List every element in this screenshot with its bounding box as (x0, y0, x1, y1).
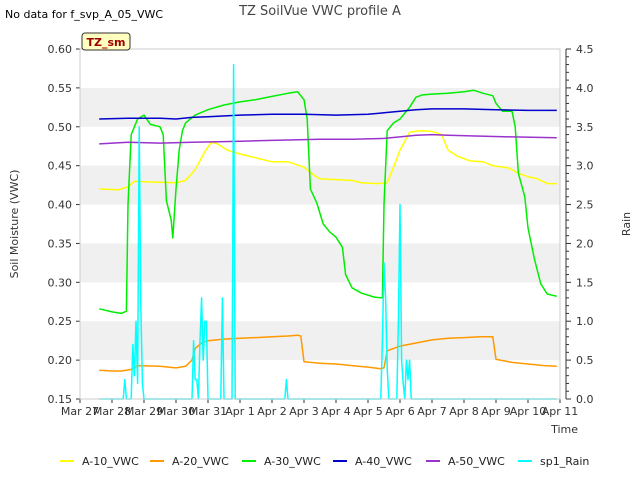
x-tick-label: Apr 5 (353, 405, 383, 418)
legend-item: A-40_VWC (333, 452, 412, 470)
y2-tick-label: 3.0 (576, 160, 594, 173)
y2-tick-label: 3.5 (576, 121, 594, 134)
y-axis-ticks: 0.15 0.20 0.25 0.30 0.35 0.40 0.45 0.50 0.55 0.60 (48, 43, 80, 406)
legend-swatch (242, 460, 256, 462)
x-tick-label: Apr 4 (321, 405, 351, 418)
y-tick-label: 0.25 (48, 315, 73, 328)
x-tick-label: Mar 29 (125, 405, 163, 418)
badge-label: TZ_sm (87, 36, 126, 49)
legend-item: sp1_Rain (518, 452, 589, 470)
x-tick-label: Apr 6 (385, 405, 415, 418)
legend-swatch (150, 460, 164, 462)
series-line-a-10-vwc (99, 129, 557, 191)
series-lines (99, 63, 557, 400)
y2-axis-ticks: 0.0 0.5 1.0 1.5 2.0 2.5 3.0 3.5 4.0 4.5 (565, 43, 594, 406)
y-tick-label: 0.50 (48, 121, 73, 134)
legend-label: A-10_VWC (82, 454, 139, 468)
series-line-sp1-rain (99, 63, 557, 400)
x-tick-label: Apr 3 (289, 405, 319, 418)
y2-tick-label: 1.0 (576, 315, 594, 328)
y2-tick-label: 2.0 (576, 237, 594, 250)
x-tick-label: Apr 2 (257, 405, 287, 418)
legend-item: A-10_VWC (60, 452, 139, 470)
legend-label: sp1_Rain (540, 454, 590, 468)
y-tick-label: 0.35 (48, 237, 73, 250)
x-tick-label: Mar 31 (189, 405, 227, 418)
x-tick-label: Apr 1 (225, 405, 255, 418)
series-line-a-30-vwc (99, 89, 557, 315)
x-tick-label: Apr 9 (481, 405, 511, 418)
legend-item: A-50_VWC (426, 452, 505, 470)
legend-label: A-50_VWC (448, 454, 505, 468)
x-axis-label: Time (550, 423, 578, 436)
legend-swatch (426, 460, 440, 462)
y-tick-label: 0.15 (48, 393, 73, 406)
series-line-a-40-vwc (99, 108, 557, 120)
x-tick-label: Mar 27 (61, 405, 99, 418)
x-tick-label: Apr 10 (510, 405, 547, 418)
grid-band (80, 243, 560, 283)
legend-swatch (60, 460, 74, 462)
y2-tick-label: 4.5 (576, 43, 594, 56)
tz-sm-badge: TZ_sm (81, 32, 131, 51)
y2-tick-label: 0.5 (576, 354, 594, 367)
grid-bands (80, 49, 560, 399)
y-tick-label: 0.20 (48, 354, 73, 367)
legend-swatch (518, 460, 532, 462)
y-tick-label: 0.55 (48, 82, 73, 95)
grid-band (80, 321, 560, 361)
grid-band (80, 165, 560, 205)
y-tick-label: 0.40 (48, 199, 73, 212)
y2-tick-label: 0.0 (576, 393, 594, 406)
legend-item: A-30_VWC (242, 452, 321, 470)
y2-tick-label: 1.5 (576, 276, 594, 289)
series-line-a-20-vwc (99, 334, 557, 372)
legend-swatch (333, 460, 347, 462)
x-tick-label: Apr 11 (542, 405, 579, 418)
legend-label: A-40_VWC (355, 454, 412, 468)
y-axis-label: Soil Moisture (VWC) (8, 170, 21, 279)
x-tick-label: Mar 30 (157, 405, 195, 418)
y2-axis-label: Rain (620, 212, 633, 236)
y-tick-label: 0.60 (48, 43, 73, 56)
legend: A-10_VWC A-20_VWC A-30_VWC A-40_VWC A-50_VWC… (0, 452, 640, 470)
x-tick-label: Apr 7 (417, 405, 447, 418)
y2-tick-label: 2.5 (576, 199, 594, 212)
legend-label: A-20_VWC (172, 454, 229, 468)
y-tick-label: 0.30 (48, 276, 73, 289)
y2-tick-label: 4.0 (576, 82, 594, 95)
chart-title: TZ SoilVue VWC profile A (239, 4, 401, 19)
plot-frame (79, 48, 561, 400)
x-tick-label: Mar 28 (93, 405, 131, 418)
y-tick-label: 0.45 (48, 160, 73, 173)
grid-band (80, 87, 560, 127)
legend-label: A-30_VWC (264, 454, 321, 468)
no-data-note: No data for f_svp_A_05_VWC (5, 8, 164, 21)
x-tick-label: Apr 8 (449, 405, 479, 418)
series-line-a-50-vwc (99, 133, 557, 145)
legend-item: A-20_VWC (150, 452, 229, 470)
